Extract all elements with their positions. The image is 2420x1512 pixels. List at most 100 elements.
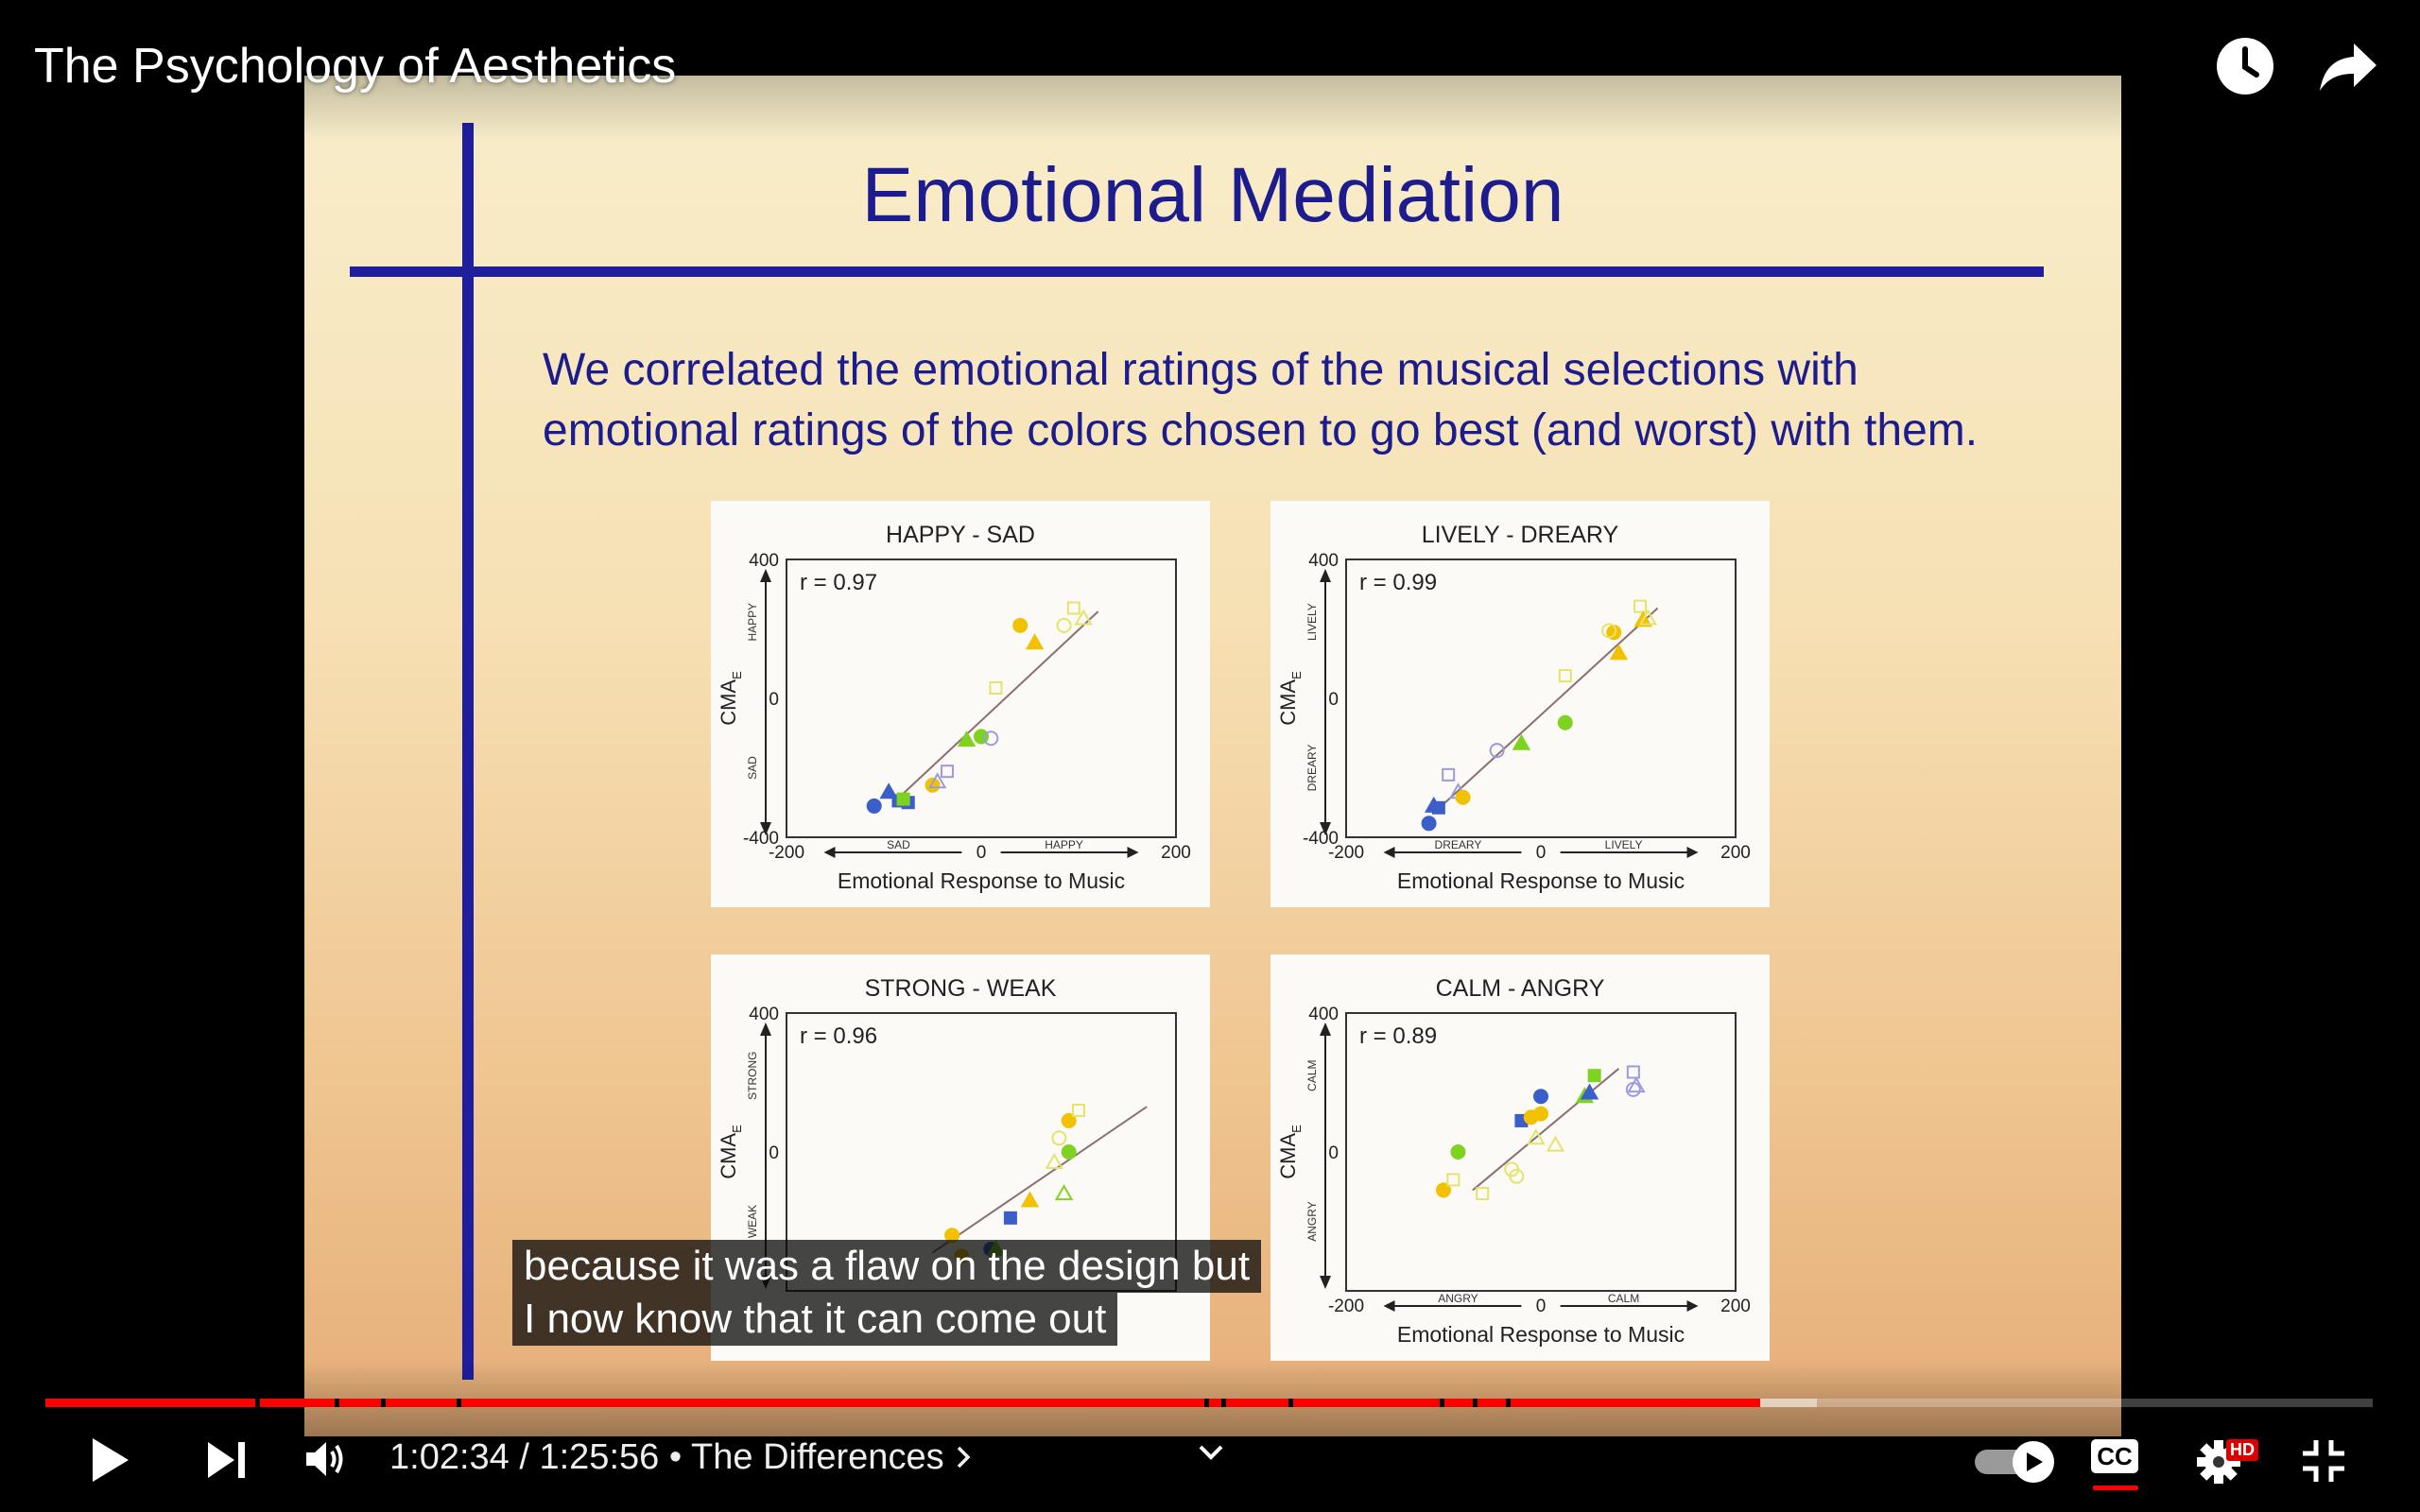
x-tick-label: 0 xyxy=(1536,843,1547,863)
chapter-separator: • xyxy=(668,1437,692,1477)
data-point-circle xyxy=(1061,1144,1077,1160)
autoplay-toggle-icon[interactable] xyxy=(1973,1438,2058,1486)
y-tick-label: -400 xyxy=(743,829,779,849)
x-arrow-head-left xyxy=(1383,847,1395,858)
data-point-circle xyxy=(983,730,999,747)
x-arrow-head-right xyxy=(1127,847,1139,858)
chart-title: LIVELY - DREARY xyxy=(1422,522,1619,548)
y-axis-label-subscript: E xyxy=(730,671,744,679)
control-bar xyxy=(0,1361,2420,1512)
y-axis-label: CMAE xyxy=(1276,1125,1304,1179)
data-point-triangle xyxy=(1609,644,1629,661)
y-tick-label: 0 xyxy=(769,1143,779,1163)
chapter-marker xyxy=(1221,1399,1226,1407)
y-axis-label-subscript: E xyxy=(1289,671,1304,679)
x-axis-label: Emotional Response to Music xyxy=(838,868,1125,893)
x-axis-label: Emotional Response to Music xyxy=(1397,868,1685,893)
correlation-label: r = 0.96 xyxy=(800,1023,877,1049)
chapter-marker xyxy=(1288,1399,1293,1407)
x-tick-label: 200 xyxy=(1720,843,1751,863)
chart-calm-angry: CALM - ANGRY r = 0.89 400 0 CALM ANGRY CMAE -20… xyxy=(1270,954,1770,1361)
y-tick-label: 400 xyxy=(1308,1005,1339,1024)
chart-lively-dreary: LIVELY - DREARY r = 0.99 400 0 -400 LIVELY DRE… xyxy=(1270,501,1770,907)
x-negative-label: ANGRY xyxy=(1438,1292,1478,1305)
data-point-triangle xyxy=(1045,1153,1063,1170)
slide-body-text: We correlated the emotional ratings of t… xyxy=(543,340,2093,461)
y-arrow-head-up xyxy=(1320,1022,1331,1036)
chevron-down-icon[interactable] xyxy=(1197,1442,1225,1463)
scatter-chart: CALM - ANGRY r = 0.89 400 0 CALM ANGRY CMAE -20… xyxy=(1276,975,1751,1347)
slide-body-line: We correlated the emotional ratings of t… xyxy=(543,345,1858,395)
y-positive-label: HAPPY xyxy=(746,603,759,642)
watch-later-icon[interactable] xyxy=(2213,34,2277,98)
data-point-triangle xyxy=(1546,1135,1565,1152)
x-positive-label: LIVELY xyxy=(1605,838,1643,851)
y-arrow-head-up xyxy=(1320,569,1331,582)
cc-button[interactable]: CC xyxy=(2091,1439,2138,1473)
x-positive-label: CALM xyxy=(1608,1292,1639,1305)
data-point-circle xyxy=(925,777,941,793)
y-axis-label: CMAE xyxy=(1276,671,1304,726)
data-point-triangle xyxy=(1512,733,1531,750)
data-point-circle xyxy=(866,798,882,814)
x-tick-label: 0 xyxy=(977,843,987,863)
data-point-square xyxy=(1431,800,1445,815)
plot-frame xyxy=(786,558,1177,838)
data-point-circle xyxy=(1012,617,1028,633)
chevron-right-icon[interactable] xyxy=(954,1444,973,1470)
chapter-marker xyxy=(1440,1399,1444,1407)
video-title[interactable]: The Psychology of Aesthetics xyxy=(34,39,677,94)
data-point-triangle xyxy=(1025,633,1045,650)
play-icon[interactable] xyxy=(87,1435,132,1486)
volume-icon[interactable] xyxy=(304,1437,348,1481)
data-point-triangle xyxy=(1627,1076,1646,1093)
data-point-triangle xyxy=(1527,1128,1546,1145)
data-point-circle xyxy=(1056,617,1072,633)
chapter-marker xyxy=(1204,1399,1209,1407)
x-negative-label: SAD xyxy=(887,838,910,851)
y-axis-label-subscript: E xyxy=(730,1125,744,1133)
data-point-circle xyxy=(1509,1168,1525,1184)
time-current: 1:02:34 xyxy=(389,1437,510,1477)
x-tick-label: 200 xyxy=(1720,1297,1751,1316)
video-frame-slide: Emotional Mediation We correlated the em… xyxy=(304,76,2121,1436)
y-tick-label: 0 xyxy=(769,690,779,710)
chart-title: CALM - ANGRY xyxy=(1436,975,1605,1002)
exit-fullscreen-icon[interactable] xyxy=(2301,1438,2346,1484)
data-point-square xyxy=(1066,601,1080,615)
data-point-square xyxy=(1442,767,1456,782)
data-point-square xyxy=(896,792,910,806)
chapter-marker xyxy=(335,1399,339,1407)
trend-line xyxy=(931,1106,1148,1254)
chapter-marker xyxy=(381,1399,386,1407)
chapter-marker xyxy=(1473,1399,1478,1407)
data-point-square xyxy=(1626,1065,1640,1079)
scatter-chart: LIVELY - DREARY r = 0.99 400 0 -400 LIVELY DRE… xyxy=(1276,522,1751,893)
plot-frame xyxy=(1345,558,1737,838)
progress-bar[interactable] xyxy=(45,1399,2373,1407)
data-point-triangle xyxy=(1638,609,1658,626)
time-separator: / xyxy=(519,1437,529,1477)
y-tick-label: -400 xyxy=(1303,829,1339,849)
data-point-square xyxy=(1003,1211,1017,1225)
next-icon[interactable] xyxy=(206,1440,248,1480)
chart-happy-sad: HAPPY - SAD r = 0.97 400 0 -400 HAPPY SAD CMAE -… xyxy=(711,501,1210,907)
chart-title: HAPPY - SAD xyxy=(886,522,1035,548)
y-axis-label: CMAE xyxy=(717,671,744,726)
data-point-triangle xyxy=(1074,609,1093,626)
data-point-square xyxy=(989,680,1003,695)
data-point-square xyxy=(940,765,954,779)
data-point-circle xyxy=(1557,714,1573,730)
captions-window: because it was a flaw on the design but … xyxy=(512,1240,1262,1346)
caption-line: because it was a flaw on the design but xyxy=(512,1240,1262,1293)
chapter-title[interactable]: The Differences xyxy=(691,1437,944,1477)
scatter-chart: HAPPY - SAD r = 0.97 400 0 -400 HAPPY SAD CMAE -… xyxy=(717,522,1191,893)
y-negative-label: DREARY xyxy=(1305,745,1319,792)
share-icon[interactable] xyxy=(2316,34,2380,98)
data-point-square xyxy=(1558,669,1572,683)
x-tick-label: -200 xyxy=(769,843,804,863)
y-tick-label: 0 xyxy=(1328,1143,1339,1163)
data-point-square xyxy=(1476,1187,1490,1201)
top-overlay: The Psychology of Aesthetics xyxy=(0,0,2420,142)
